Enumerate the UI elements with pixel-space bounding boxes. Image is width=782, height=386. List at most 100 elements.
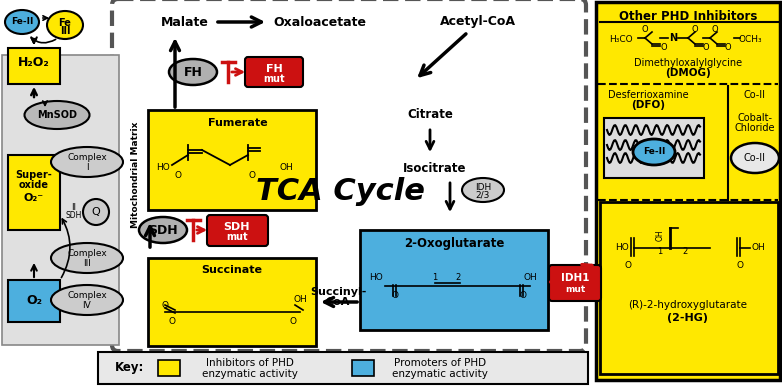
- Text: SDH: SDH: [224, 222, 250, 232]
- Text: Fe-II: Fe-II: [11, 17, 33, 27]
- Text: MnSOD: MnSOD: [37, 110, 77, 120]
- Text: mut: mut: [226, 232, 248, 242]
- Text: Co-II: Co-II: [744, 153, 766, 163]
- Text: Fe-II: Fe-II: [643, 147, 665, 156]
- Bar: [2, 55, 119, 345]
- Text: HO: HO: [156, 164, 170, 173]
- Text: H₂O₂: H₂O₂: [18, 56, 50, 68]
- Text: (DFO): (DFO): [631, 100, 665, 110]
- Text: Citrate: Citrate: [407, 108, 453, 122]
- Text: IDH1: IDH1: [561, 273, 590, 283]
- Bar: [148, 110, 316, 210]
- Text: Complex: Complex: [67, 249, 107, 259]
- Ellipse shape: [5, 10, 39, 34]
- Bar: [352, 360, 374, 376]
- Text: Co-II: Co-II: [744, 90, 766, 100]
- Text: Malate: Malate: [161, 15, 209, 29]
- Text: Complex: Complex: [67, 291, 107, 300]
- Text: (DMOG): (DMOG): [665, 68, 711, 78]
- Text: FH: FH: [184, 66, 203, 78]
- Text: O: O: [168, 318, 175, 327]
- Text: Q: Q: [91, 207, 100, 217]
- FancyBboxPatch shape: [112, 0, 586, 351]
- Text: Inhibitors of PHD: Inhibitors of PHD: [206, 358, 294, 368]
- Text: (R)-2-hydroxyglutarate: (R)-2-hydroxyglutarate: [629, 300, 748, 310]
- Ellipse shape: [47, 11, 83, 39]
- Text: IV: IV: [83, 300, 91, 310]
- Ellipse shape: [169, 59, 217, 85]
- Text: 2: 2: [683, 247, 687, 257]
- Ellipse shape: [51, 243, 123, 273]
- Text: OCH₃: OCH₃: [738, 36, 762, 44]
- Text: O₂: O₂: [26, 295, 42, 308]
- Text: 1: 1: [432, 274, 438, 283]
- Text: CoA: CoA: [326, 297, 350, 307]
- Text: mut: mut: [565, 284, 585, 293]
- Text: mut: mut: [264, 74, 285, 84]
- Text: Complex: Complex: [67, 154, 107, 163]
- Text: Key:: Key:: [115, 362, 145, 374]
- Text: O: O: [725, 42, 731, 51]
- Text: (2-HG): (2-HG): [668, 313, 708, 323]
- Bar: [158, 360, 180, 376]
- Text: IDH: IDH: [475, 183, 491, 191]
- Text: enzymatic activity: enzymatic activity: [202, 369, 298, 379]
- Text: III: III: [83, 259, 91, 267]
- Text: 2: 2: [455, 274, 461, 283]
- Text: O: O: [625, 261, 632, 269]
- Text: OH: OH: [523, 274, 537, 283]
- Text: N: N: [669, 33, 677, 43]
- Text: O: O: [661, 42, 667, 51]
- Ellipse shape: [51, 285, 123, 315]
- Text: SDH: SDH: [66, 212, 82, 220]
- Text: O: O: [174, 171, 181, 181]
- Text: OH: OH: [293, 296, 307, 305]
- Text: Oxaloacetate: Oxaloacetate: [274, 15, 367, 29]
- Text: O: O: [289, 318, 296, 327]
- Text: III: III: [59, 26, 70, 36]
- Text: I: I: [86, 163, 88, 171]
- Bar: [98, 352, 588, 384]
- Text: O: O: [519, 291, 526, 300]
- Text: Dimethyloxalylglycine: Dimethyloxalylglycine: [634, 58, 742, 68]
- Text: HO: HO: [369, 274, 383, 283]
- Text: Fumerate: Fumerate: [208, 118, 267, 128]
- Circle shape: [83, 199, 109, 225]
- Text: O: O: [249, 171, 256, 181]
- Text: II: II: [71, 203, 77, 213]
- Bar: [360, 230, 548, 330]
- Ellipse shape: [462, 178, 504, 202]
- Text: OH: OH: [752, 244, 765, 252]
- Bar: [8, 155, 60, 230]
- Ellipse shape: [731, 143, 779, 173]
- Text: Desferrioxamine: Desferrioxamine: [608, 90, 688, 100]
- Text: Promoters of PHD: Promoters of PHD: [394, 358, 486, 368]
- Text: O: O: [692, 25, 698, 34]
- Text: O: O: [642, 25, 648, 34]
- Bar: [604, 118, 704, 178]
- Ellipse shape: [633, 139, 675, 165]
- Text: 2/3: 2/3: [475, 191, 490, 200]
- Text: enzymatic activity: enzymatic activity: [392, 369, 488, 379]
- Text: O: O: [392, 291, 399, 300]
- Text: TCA Cycle: TCA Cycle: [256, 178, 425, 207]
- Text: H₃CO: H₃CO: [609, 36, 633, 44]
- Text: Cobalt-: Cobalt-: [737, 113, 773, 123]
- Text: 1: 1: [658, 247, 662, 257]
- Text: O: O: [162, 300, 168, 310]
- Text: O: O: [737, 261, 744, 269]
- Bar: [596, 2, 780, 380]
- Text: SDH: SDH: [148, 223, 178, 237]
- Text: Fe: Fe: [59, 18, 71, 28]
- Bar: [148, 258, 316, 346]
- FancyBboxPatch shape: [207, 215, 268, 246]
- Text: oxide: oxide: [19, 180, 49, 190]
- Text: HO: HO: [615, 244, 629, 252]
- Text: O: O: [703, 42, 709, 51]
- Text: FH: FH: [266, 64, 282, 74]
- Text: Succinate: Succinate: [202, 265, 263, 275]
- Ellipse shape: [51, 147, 123, 177]
- Text: Chloride: Chloride: [735, 123, 775, 133]
- FancyBboxPatch shape: [549, 265, 601, 301]
- Text: 2-Oxoglutarate: 2-Oxoglutarate: [404, 237, 504, 249]
